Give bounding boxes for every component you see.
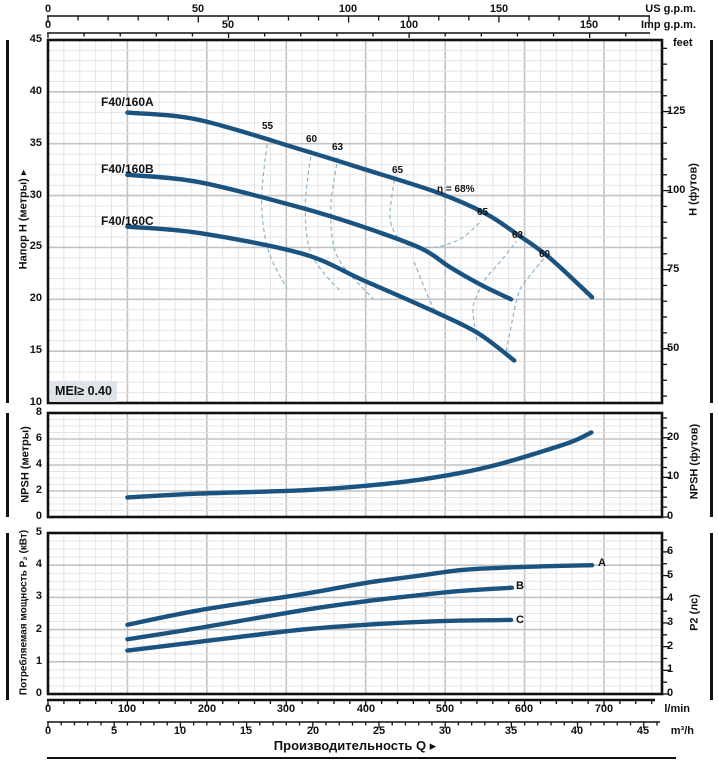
- m3h-tick: 10: [173, 725, 187, 737]
- eff-label-63-right: 63: [512, 230, 524, 241]
- npsh-y-tick: 2: [35, 484, 42, 496]
- section-bar-left-power: [6, 533, 9, 700]
- head-y-tick: 15: [29, 344, 42, 356]
- head-y-tick: 30: [29, 189, 42, 201]
- us-gpm-tick: 0: [44, 3, 52, 15]
- section-bar-left-npsh: [6, 413, 9, 517]
- us-gpm-unit: US g.p.m.: [645, 3, 696, 15]
- m3h-tick: 45: [636, 725, 650, 737]
- npsh-y-tick: 6: [35, 432, 42, 444]
- lmin-tick: 600: [514, 703, 534, 715]
- m3h-tick: 15: [239, 725, 253, 737]
- head-ft-tick: 50: [667, 342, 680, 354]
- npsh-y-axis-label-right: NPSH (футов): [688, 423, 701, 500]
- power-curve-label-c: C: [516, 614, 524, 626]
- power-y-tick: 5: [35, 526, 42, 538]
- head-y-tick: 25: [29, 240, 42, 252]
- lmin-unit: l/min: [664, 703, 690, 715]
- lmin-tick: 700: [594, 703, 614, 715]
- power-y-tick: 1: [35, 655, 42, 667]
- section-bar-right-power: [710, 533, 713, 700]
- imp-gpm-tick: 150: [579, 19, 599, 31]
- curve-label-f40-160c: F40/160C: [101, 214, 154, 228]
- npsh-ft-tick: 10: [667, 470, 680, 482]
- power-hp-tick: 5: [667, 569, 674, 581]
- feet-unit: feet: [673, 37, 693, 49]
- m3h-unit: m³/h: [670, 725, 694, 737]
- power-hp-tick: 2: [667, 640, 674, 652]
- lmin-tick: 500: [435, 703, 455, 715]
- m3h-tick: 5: [110, 725, 118, 737]
- head-ft-tick: 125: [667, 105, 686, 117]
- npsh-ft-tick: 20: [667, 431, 680, 443]
- m3h-tick: 0: [44, 725, 52, 737]
- m3h-tick: 40: [570, 725, 584, 737]
- power-hp-tick: 4: [667, 592, 674, 604]
- head-ft-tick: 100: [667, 184, 686, 196]
- lmin-tick: 400: [356, 703, 376, 715]
- x-axis-title: Производительность Q ▸: [273, 738, 437, 753]
- head-y-tick: 10: [29, 396, 42, 408]
- section-bar-left-head: [6, 40, 9, 403]
- power-hp-tick: 3: [667, 616, 674, 628]
- eff-label-65-right: 65: [477, 207, 489, 218]
- lmin-tick: 300: [276, 703, 296, 715]
- power-hp-tick: 6: [667, 545, 674, 557]
- lmin-tick: 100: [117, 703, 137, 715]
- power-curve-label-b: B: [516, 580, 524, 592]
- npsh-y-tick: 4: [35, 458, 42, 470]
- section-bar-right-head: [710, 40, 713, 403]
- npsh-ft-tick: 0: [667, 510, 674, 522]
- m3h-tick: 25: [372, 725, 386, 737]
- us-gpm-tick: 150: [489, 3, 509, 15]
- power-y-tick: 0: [35, 687, 42, 699]
- imp-gpm-tick: 50: [221, 19, 235, 31]
- imp-gpm-unit: Imp g.p.m.: [641, 19, 696, 31]
- us-gpm-tick: 100: [338, 3, 358, 15]
- power-hp-tick: 1: [667, 663, 674, 675]
- npsh-y-tick: 8: [35, 406, 42, 418]
- bottom-rule: [47, 757, 676, 759]
- head-ft-tick: 75: [667, 263, 680, 275]
- imp-gpm-tick: 0: [44, 19, 52, 31]
- head-y-tick: 45: [29, 33, 42, 45]
- power-y-tick: 3: [35, 590, 42, 602]
- power-hp-tick: 0: [667, 687, 674, 699]
- eff-label-55: 55: [262, 121, 274, 132]
- lmin-tick: 0: [44, 703, 52, 715]
- power-y-axis-label: Потребляемая мощность P₂ (кВт): [18, 529, 30, 696]
- section-bar-right-npsh: [710, 413, 713, 517]
- us-gpm-tick: 50: [191, 3, 205, 15]
- npsh-y-tick: 0: [35, 510, 42, 522]
- m3h-tick: 35: [504, 725, 518, 737]
- power-y-tick: 4: [35, 558, 42, 570]
- eff-label-65: 65: [392, 165, 404, 176]
- curve-label-f40-160b: F40/160B: [101, 162, 154, 176]
- m3h-tick: 30: [438, 725, 452, 737]
- power-curve-label-a: A: [598, 557, 606, 569]
- head-y-tick: 40: [29, 85, 42, 97]
- mei-badge: MEI≥ 0.40: [50, 381, 117, 402]
- m3h-tick: 20: [306, 725, 320, 737]
- imp-gpm-tick: 100: [399, 19, 419, 31]
- lmin-tick: 200: [197, 703, 217, 715]
- head-y-tick: 35: [29, 137, 42, 149]
- head-y-tick: 20: [29, 292, 42, 304]
- head-y-axis-label-right: H (футов): [687, 163, 700, 216]
- eff-label-eta-68: η = 68%: [437, 184, 475, 195]
- eff-label-60: 60: [306, 134, 318, 145]
- eff-label-60-right: 60: [539, 249, 551, 260]
- power-y-tick: 2: [35, 623, 42, 635]
- curve-label-f40-160a: F40/160A: [101, 95, 154, 109]
- eff-label-63: 63: [332, 142, 344, 153]
- head-y-axis-label: Напор H (метры) ▸: [17, 169, 30, 270]
